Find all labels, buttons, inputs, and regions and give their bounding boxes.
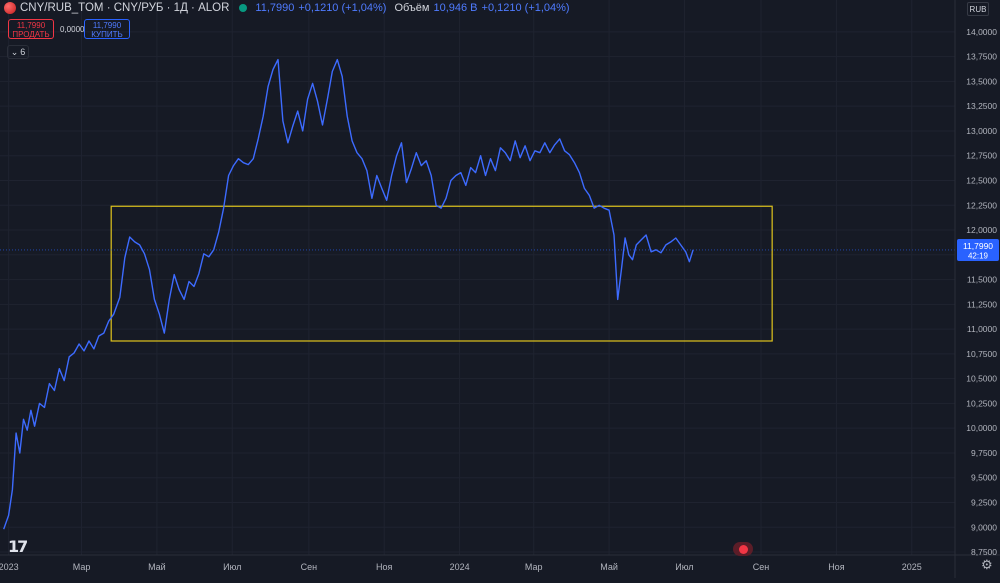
currency-button[interactable]: RUB <box>967 2 989 16</box>
y-tick-label: 9,2500 <box>971 497 997 507</box>
y-tick-label: 11,5000 <box>967 275 997 285</box>
x-tick-label: 2025 <box>902 562 922 572</box>
gear-icon[interactable]: ⚙ <box>981 557 993 572</box>
y-tick-label: 10,2500 <box>966 398 997 408</box>
x-tick-label: Июл <box>223 562 241 572</box>
x-tick-label: Май <box>600 562 618 572</box>
indicators-collapse-button[interactable]: ⌄ 6 <box>7 45 29 59</box>
market-status-icon <box>239 4 248 12</box>
symbol-title[interactable]: CNY/RUB_TOM · CNY/РУБ · 1Д · ALOR <box>20 2 230 14</box>
x-tick-label: Сен <box>753 562 770 572</box>
y-tick-label: 13,0000 <box>966 126 997 136</box>
x-tick-label: 2024 <box>450 562 470 572</box>
y-tick-label: 14,0000 <box>966 27 997 37</box>
buy-price: 11,7990 <box>92 21 122 30</box>
volume-value: 10,946 B <box>433 2 478 14</box>
y-tick-label: 8,7500 <box>971 547 997 557</box>
y-tick-label: 12,2500 <box>966 200 997 210</box>
price-change: +0,1210 (+1,04%) <box>298 2 387 14</box>
sell-price: 11,7990 <box>16 21 46 30</box>
tradingview-logo-icon[interactable]: 17 <box>8 537 28 556</box>
indicators-count: 6 <box>20 47 26 57</box>
y-tick-label: 12,0000 <box>966 225 997 235</box>
price-series-line <box>3 58 694 530</box>
x-tick-label: Июл <box>675 562 693 572</box>
x-tick-label: Сен <box>301 562 318 572</box>
sell-label: ПРОДАТЬ <box>12 30 50 39</box>
y-tick-label: 13,2500 <box>966 101 997 111</box>
sell-button[interactable]: 11,7990 ПРОДАТЬ <box>8 19 54 39</box>
y-tick-label: 11,0000 <box>967 324 997 334</box>
y-tick-label: 13,7500 <box>966 52 997 62</box>
chevron-down-icon: ⌄ <box>10 46 19 57</box>
y-tick-label: 12,5000 <box>966 175 997 185</box>
y-tick-label: 10,0000 <box>966 423 997 433</box>
x-tick-label: Май <box>148 562 166 572</box>
y-tick-label: 10,7500 <box>966 349 997 359</box>
spread-value: 0,0000 <box>60 25 85 34</box>
y-tick-label: 9,5000 <box>971 473 997 483</box>
x-tick-label: Мар <box>73 562 91 572</box>
series-layer <box>0 58 955 530</box>
last-price: 11,7990 <box>255 2 295 14</box>
grid <box>0 0 955 555</box>
y-tick-label: 11,2500 <box>967 299 997 309</box>
volume-change: +0,1210 (+1,04%) <box>481 2 570 14</box>
x-tick-label: Мар <box>525 562 543 572</box>
last-price-tag-price: 11,7990 <box>963 241 993 251</box>
y-tick-label: 10,5000 <box>966 374 997 384</box>
record-dot-icon[interactable] <box>733 542 753 556</box>
chart-legend: CNY/RUB_TOM · CNY/РУБ · 1Д · ALOR 11,799… <box>4 2 570 14</box>
y-tick-label: 13,5000 <box>966 76 997 86</box>
buy-button[interactable]: 11,7990 КУПИТЬ <box>84 19 130 39</box>
x-tick-label: Ноя <box>828 562 845 572</box>
last-price-tag <box>957 238 999 261</box>
buy-label: КУПИТЬ <box>91 30 123 39</box>
last-price-tag-countdown: 42:19 <box>968 251 989 260</box>
y-tick-label: 12,7500 <box>966 151 997 161</box>
x-tick-label: 2023 <box>0 562 19 572</box>
volume-label: Объём <box>394 2 430 14</box>
y-tick-label: 9,0000 <box>971 522 997 532</box>
y-tick-label: 9,7500 <box>971 448 997 458</box>
x-tick-label: Ноя <box>376 562 393 572</box>
symbol-icon <box>4 2 16 14</box>
